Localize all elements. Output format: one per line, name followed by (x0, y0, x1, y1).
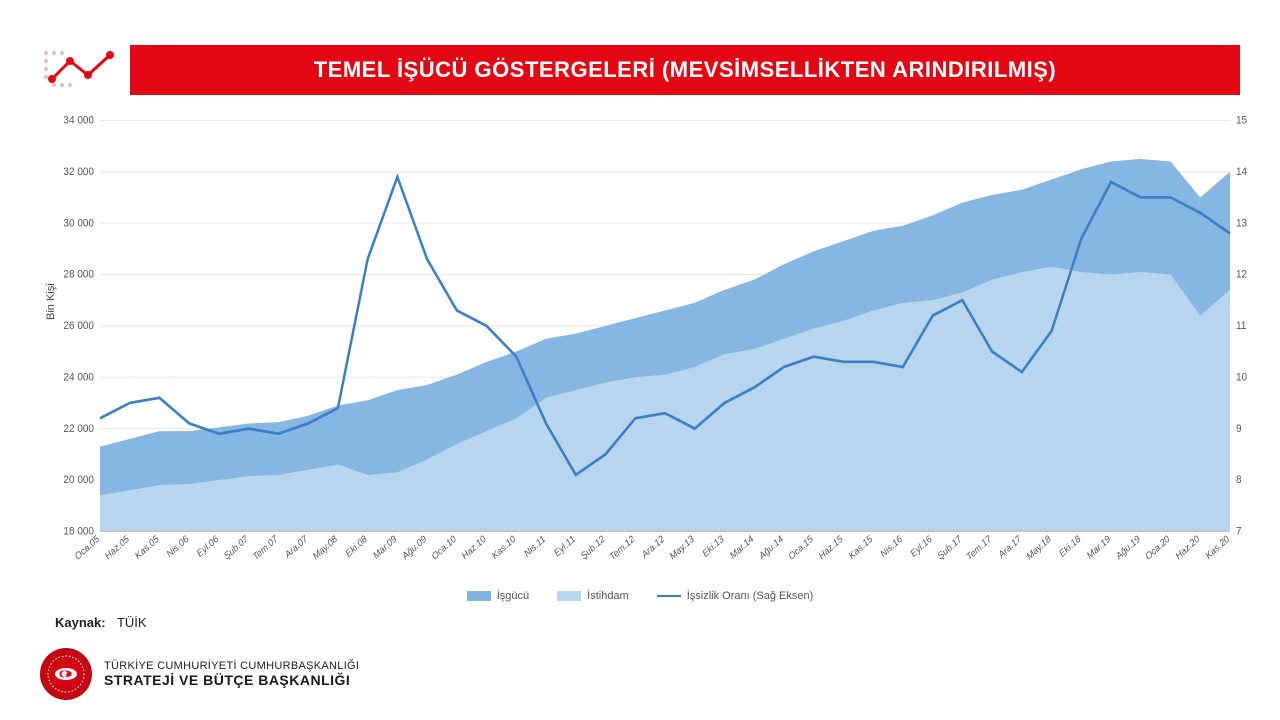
svg-text:Tem.07: Tem.07 (251, 533, 280, 562)
source-value: TÜİK (117, 615, 147, 630)
svg-text:Şub.12: Şub.12 (579, 533, 608, 561)
svg-text:34 000: 34 000 (63, 115, 94, 126)
svg-text:Kas.05: Kas.05 (133, 533, 161, 561)
svg-text:11: 11 (1236, 321, 1247, 332)
legend-label: İşsizlik Oranı (Sağ Eksen) (687, 590, 814, 602)
svg-text:Oca.20: Oca.20 (1143, 533, 1172, 562)
svg-text:30 000: 30 000 (63, 218, 94, 229)
svg-text:Oca.15: Oca.15 (787, 533, 816, 562)
svg-text:Mar.19: Mar.19 (1085, 533, 1113, 561)
svg-text:7: 7 (1236, 526, 1242, 537)
svg-text:Mar.09: Mar.09 (371, 533, 399, 561)
svg-text:28 000: 28 000 (63, 269, 94, 280)
svg-text:20 000: 20 000 (63, 475, 94, 486)
svg-text:May.18: May.18 (1025, 533, 1054, 562)
y-axis-label: Bin Kişi (45, 283, 57, 320)
svg-text:32 000: 32 000 (63, 167, 94, 178)
chart: 18 00020 00022 00024 00026 00028 00030 0… (90, 115, 1240, 580)
legend-label: İşgücü (497, 590, 529, 602)
svg-text:13: 13 (1236, 218, 1247, 229)
legend-item-istihdam: İstihdam (557, 590, 629, 602)
legend: İşgücü İstihdam İşsizlik Oranı (Sağ Ekse… (0, 590, 1280, 602)
svg-text:Kas.15: Kas.15 (847, 533, 875, 561)
svg-text:Şub.07: Şub.07 (222, 533, 251, 561)
svg-text:26 000: 26 000 (63, 321, 94, 332)
legend-item-isgucu: İşgücü (467, 590, 529, 602)
legend-line-icon (657, 595, 681, 597)
svg-text:18 000: 18 000 (63, 526, 94, 537)
svg-text:Mar.14: Mar.14 (728, 534, 755, 561)
svg-text:Ağu.19: Ağu.19 (1113, 533, 1142, 562)
svg-text:Ağu.09: Ağu.09 (400, 533, 429, 562)
svg-text:12: 12 (1236, 269, 1247, 280)
svg-text:22 000: 22 000 (63, 424, 94, 435)
svg-text:9: 9 (1236, 424, 1242, 435)
svg-text:Haz.20: Haz.20 (1174, 533, 1203, 561)
svg-text:Ara.07: Ara.07 (282, 533, 310, 561)
svg-text:Şub.17: Şub.17 (936, 533, 965, 561)
svg-text:Tem.17: Tem.17 (964, 533, 993, 562)
svg-text:Eki.18: Eki.18 (1057, 533, 1083, 559)
page-title: TEMEL İŞÜCÜ GÖSTERGELERİ (MEVSİMSELLİKTE… (314, 57, 1057, 83)
svg-text:10: 10 (1236, 372, 1247, 383)
svg-text:Eyl.06: Eyl.06 (195, 533, 221, 559)
legend-swatch-icon (557, 591, 581, 601)
svg-text:Eki.13: Eki.13 (700, 533, 726, 559)
legend-swatch-icon (467, 591, 491, 601)
svg-text:Haz.15: Haz.15 (817, 533, 846, 561)
footer-line1: TÜRKİYE CUMHURİYETİ CUMHURBAŞKANLIĞI (104, 660, 359, 672)
svg-text:May.13: May.13 (668, 533, 697, 562)
svg-text:Eki.08: Eki.08 (344, 533, 370, 559)
svg-text:Ara.12: Ara.12 (639, 533, 667, 561)
svg-text:Kas.10: Kas.10 (490, 533, 518, 561)
svg-text:15: 15 (1236, 115, 1247, 126)
svg-text:Eyl.16: Eyl.16 (909, 533, 935, 559)
svg-text:Ağu.14: Ağu.14 (756, 534, 785, 562)
svg-text:Kas.20: Kas.20 (1204, 533, 1232, 561)
footer-line2: STRATEJİ VE BÜTÇE BAŞKANLIĞI (104, 672, 359, 688)
legend-item-issizlik: İşsizlik Oranı (Sağ Eksen) (657, 590, 814, 602)
svg-text:24 000: 24 000 (63, 372, 94, 383)
svg-text:Ara.17: Ara.17 (996, 533, 1024, 561)
svg-text:Oca.10: Oca.10 (430, 533, 459, 562)
svg-text:Tem.12: Tem.12 (608, 533, 637, 562)
svg-text:Nis.16: Nis.16 (878, 533, 904, 559)
svg-text:Nis.11: Nis.11 (522, 534, 547, 559)
seal-icon (40, 648, 92, 700)
source: Kaynak: TÜİK (55, 615, 147, 630)
svg-text:Haz.05: Haz.05 (103, 533, 132, 561)
svg-text:Eyl.11: Eyl.11 (552, 534, 577, 559)
source-label: Kaynak: (55, 615, 106, 630)
title-bar: TEMEL İŞÜCÜ GÖSTERGELERİ (MEVSİMSELLİKTE… (130, 45, 1240, 95)
legend-label: İstihdam (587, 590, 629, 602)
svg-text:May.08: May.08 (311, 533, 340, 562)
footer-branding: TÜRKİYE CUMHURİYETİ CUMHURBAŞKANLIĞI STR… (40, 648, 359, 700)
svg-text:14: 14 (1236, 167, 1247, 178)
chart-logo-icon (40, 45, 120, 95)
svg-text:8: 8 (1236, 475, 1242, 486)
svg-text:Nis.06: Nis.06 (165, 533, 191, 559)
svg-text:Haz.10: Haz.10 (460, 533, 489, 561)
